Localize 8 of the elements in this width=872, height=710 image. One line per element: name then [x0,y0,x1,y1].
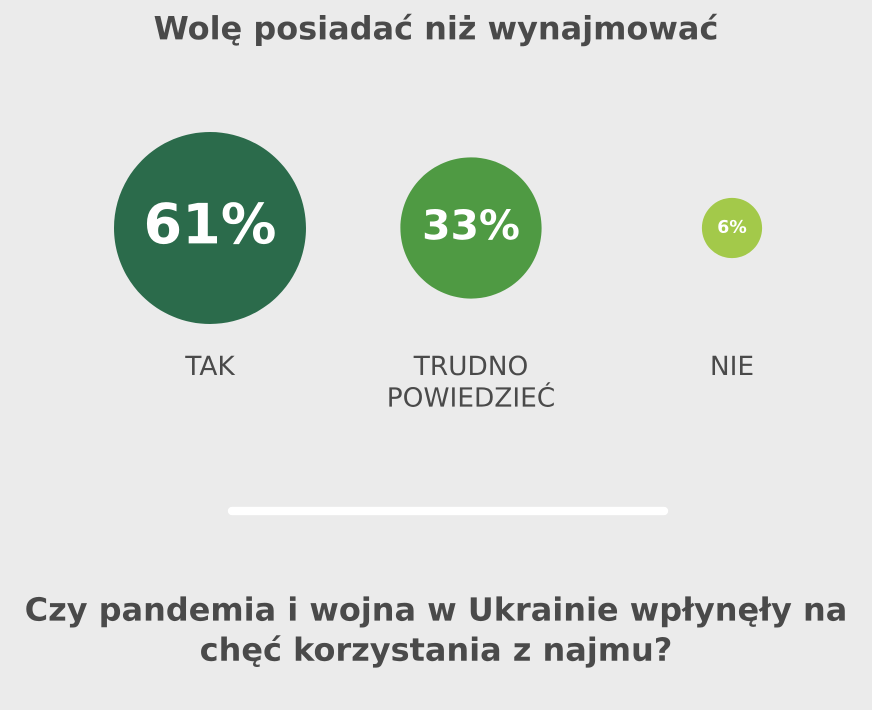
data-label: 33% [424,208,519,240]
category-label: TAK [185,356,236,376]
text: Czy pandemia i wojna w Ukrainie wpłynęły na chęć korzystania z najmu? [26,596,845,668]
data-label: 61% [146,202,275,244]
category-label: TRUDNO POWIEDZIEĆ [389,355,554,407]
text: Wolę posiadać niż wynajmować [154,14,718,46]
data-label: 6% [718,220,746,234]
category-label: NIE [712,356,752,376]
